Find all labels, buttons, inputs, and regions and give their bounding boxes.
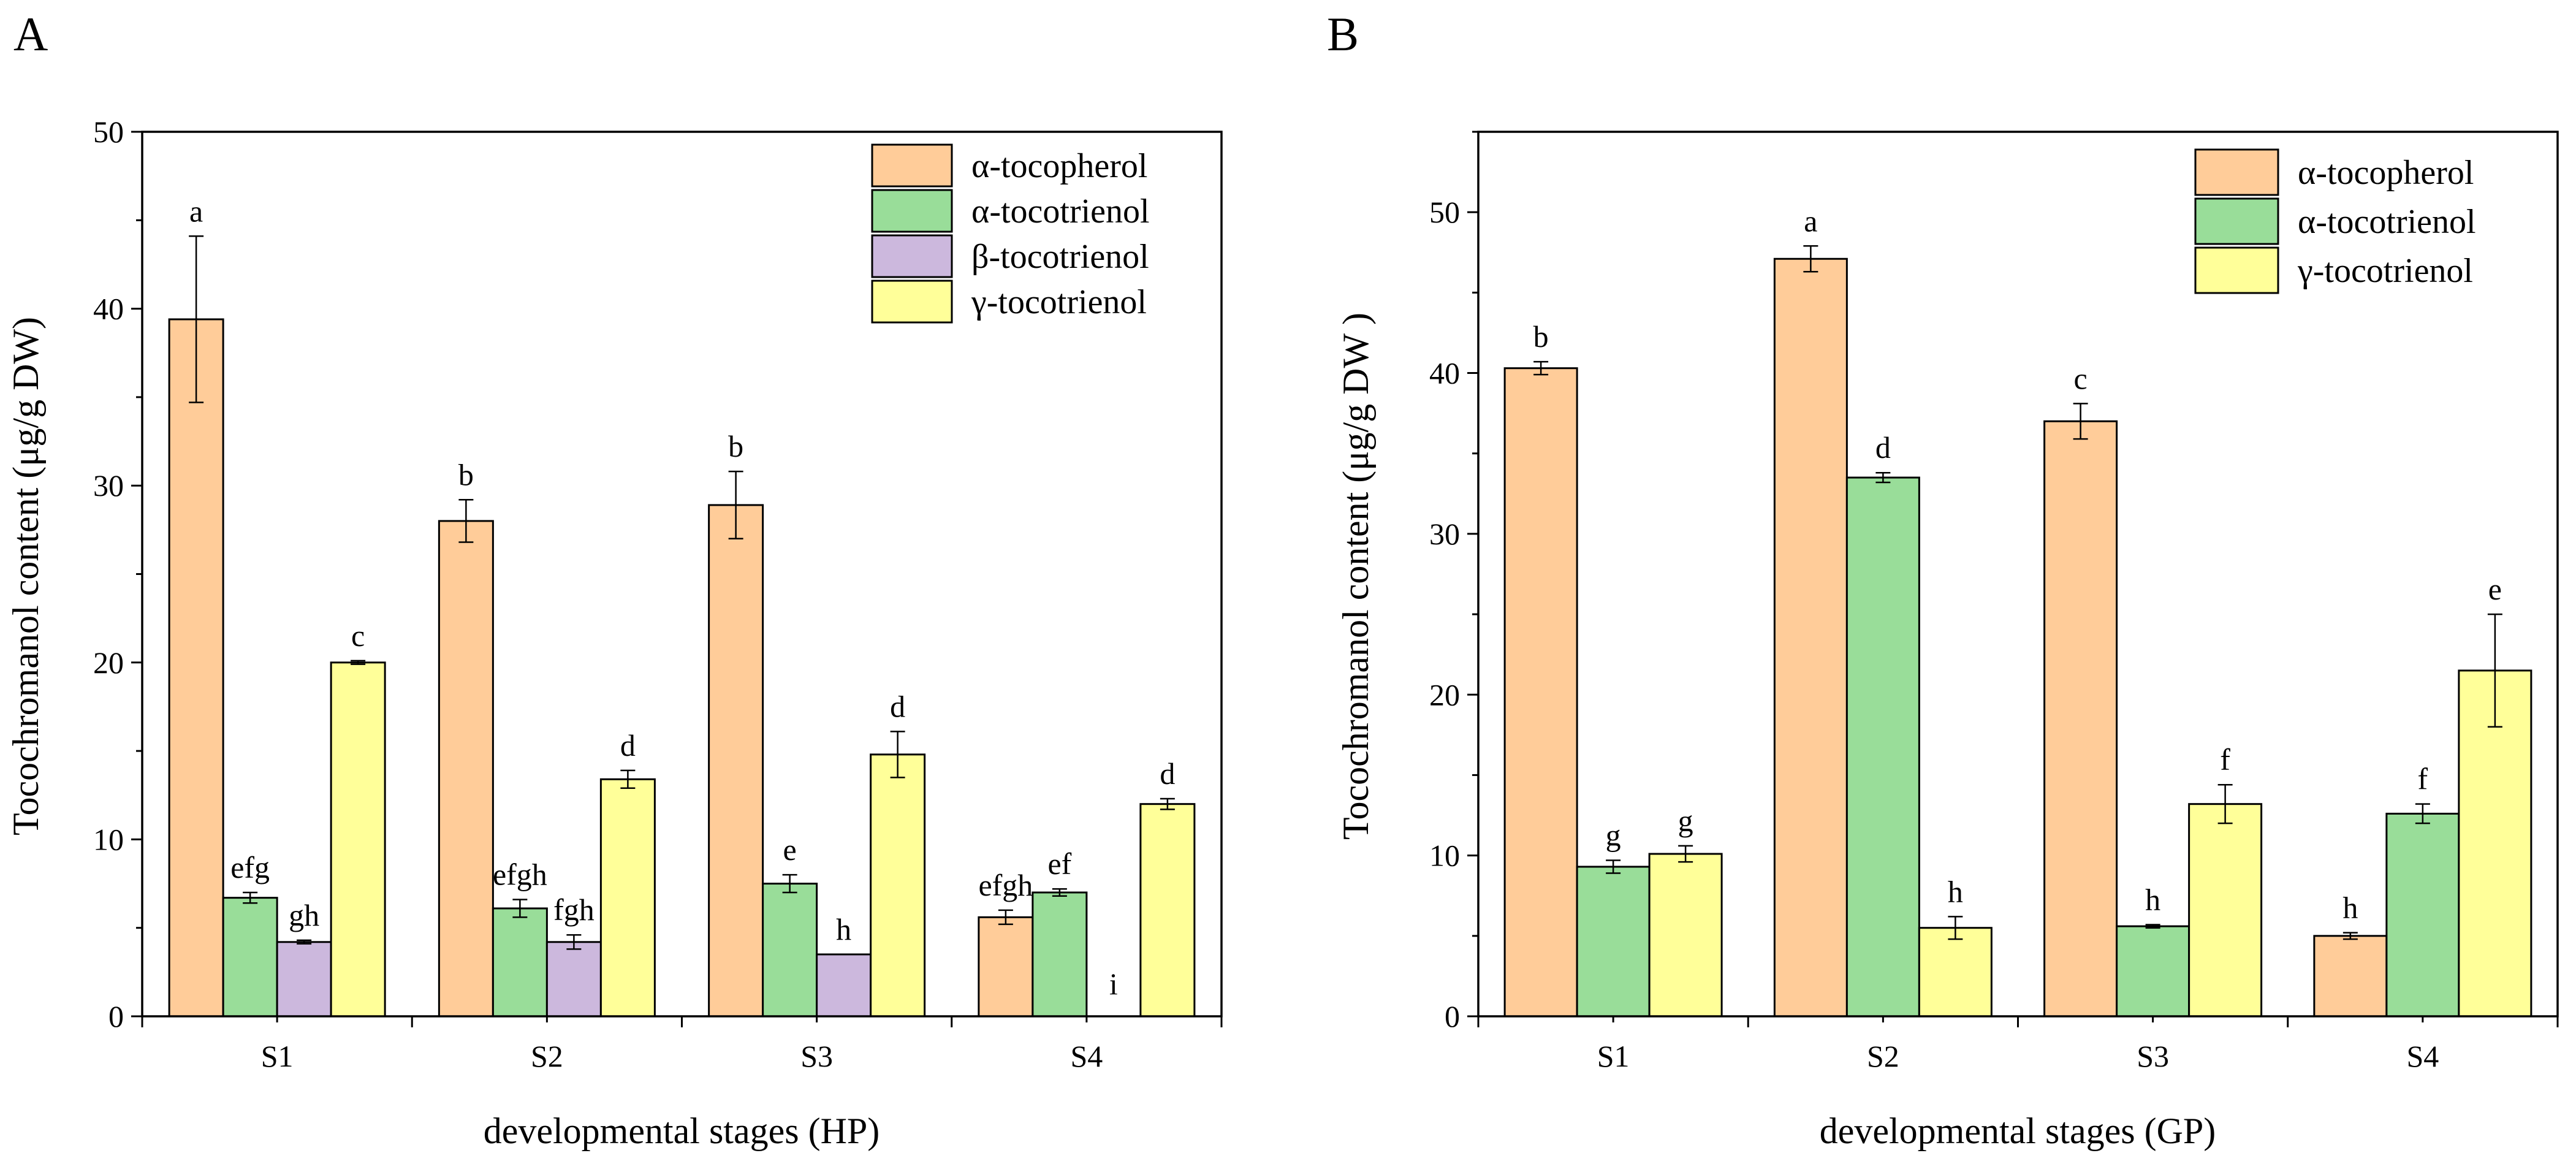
legend-label: α-tocotrienol <box>2298 203 2476 241</box>
bar <box>1773 257 1848 1018</box>
panel-b: B b a c h g d h f g h f e 0 10 20 30 40 50 S1 S2 S3 S4 α-tocop… <box>1327 7 2559 1151</box>
bar <box>1503 367 1578 1018</box>
significance-letter: f <box>2418 762 2428 796</box>
legend-swatch <box>871 189 953 233</box>
significance-letter: gh <box>289 898 319 932</box>
x-tick-label: S1 <box>1597 1039 1630 1073</box>
x-tick-label: S4 <box>1070 1039 1103 1073</box>
significance-letter: fgh <box>553 892 595 927</box>
x-axis-title-a: developmental stages (HP) <box>484 1111 880 1151</box>
significance-letter: d <box>620 728 636 763</box>
legend-swatch <box>871 143 953 188</box>
significance-letter: e <box>783 832 797 867</box>
legend-label: α-tocopherol <box>2298 154 2474 192</box>
legend-swatch <box>871 234 953 278</box>
x-tick-label: S1 <box>261 1039 294 1073</box>
legend-label: γ-tocotrienol <box>971 283 1147 321</box>
bar <box>1918 927 1993 1018</box>
significance-letter: ef <box>1047 847 1071 881</box>
significance-letter: a <box>1804 204 1817 238</box>
y-tick-label: 20 <box>93 645 124 680</box>
bar <box>1648 853 1723 1018</box>
bar <box>2385 812 2460 1018</box>
significance-letter: efgh <box>978 868 1033 902</box>
bar <box>438 520 494 1018</box>
x-tick-label: S3 <box>2137 1039 2169 1073</box>
legend-swatch <box>2194 246 2279 294</box>
panel-letter-b: B <box>1327 7 1359 61</box>
bar <box>599 778 656 1018</box>
bar <box>222 897 278 1018</box>
significance-letter: c <box>351 618 365 653</box>
bar <box>1032 891 1088 1018</box>
bar <box>762 883 818 1018</box>
bar <box>276 941 332 1018</box>
y-tick-label: 0 <box>108 999 124 1033</box>
legend-swatch <box>2194 148 2279 196</box>
x-tick-label: S3 <box>800 1039 833 1073</box>
significance-letter: c <box>2074 361 2088 395</box>
bar <box>870 753 926 1018</box>
significance-letter: b <box>1533 319 1549 354</box>
legend-swatch <box>871 280 953 324</box>
significance-letter: h <box>2145 882 2160 916</box>
y-tick-label: 30 <box>93 468 124 503</box>
bar <box>330 661 386 1018</box>
significance-letter: a <box>189 194 203 228</box>
significance-letter: i <box>1109 967 1118 1001</box>
y-axis-title-b: Tocochromanol content (μg/g DW ) <box>1335 313 1376 840</box>
legend-label: α-tocopherol <box>971 147 1147 185</box>
bar <box>816 953 872 1018</box>
significance-letter: b <box>458 457 474 492</box>
significance-letter: f <box>2220 742 2230 777</box>
y-tick-label: 50 <box>93 115 124 149</box>
legend-label: α-tocotrienol <box>971 192 1150 230</box>
bar <box>708 504 764 1018</box>
significance-letter: g <box>1606 818 1621 853</box>
x-axis-title-b: developmental stages (GP) <box>1820 1111 2216 1151</box>
significance-letter: efg <box>230 850 270 885</box>
x-tick-label: S4 <box>2406 1039 2439 1073</box>
bar <box>2043 420 2118 1018</box>
y-tick-label: 40 <box>1429 356 1460 390</box>
bar <box>2188 803 2263 1018</box>
legend-label: γ-tocotrienol <box>2297 252 2473 290</box>
significance-letter: e <box>2488 572 2502 606</box>
significance-letter: d <box>890 689 905 723</box>
panel-letter-a: A <box>13 7 48 61</box>
significance-letter: efgh <box>493 858 547 892</box>
significance-letter: g <box>1678 804 1693 838</box>
significance-letter: h <box>836 912 851 946</box>
y-tick-label: 0 <box>1445 999 1460 1033</box>
y-tick-label: 30 <box>1429 517 1460 551</box>
significance-letter: d <box>1875 430 1891 465</box>
significance-letter: b <box>728 429 743 463</box>
bar <box>978 916 1034 1018</box>
bar <box>1139 803 1196 1018</box>
y-tick-label: 20 <box>1429 677 1460 712</box>
bar <box>2116 925 2190 1018</box>
legend-swatch <box>2194 197 2279 245</box>
legend-label: β-tocotrienol <box>971 238 1149 276</box>
y-tick-label: 40 <box>93 292 124 326</box>
bar <box>1576 866 1651 1018</box>
y-axis-title-a: Tocochromanol content (μg/g DW) <box>6 317 46 835</box>
x-tick-label: S2 <box>531 1039 563 1073</box>
bar <box>168 318 224 1018</box>
significance-letter: h <box>1948 874 1963 908</box>
significance-letter: h <box>2342 891 2358 925</box>
bar <box>1845 476 1920 1018</box>
bar <box>492 907 548 1018</box>
x-tick-label: S2 <box>1867 1039 1899 1073</box>
significance-letter: d <box>1160 756 1175 791</box>
y-tick-label: 10 <box>93 822 124 856</box>
bar <box>545 941 602 1018</box>
y-tick-label: 50 <box>1429 195 1460 229</box>
y-tick-label: 10 <box>1429 839 1460 873</box>
bar <box>2313 935 2388 1018</box>
